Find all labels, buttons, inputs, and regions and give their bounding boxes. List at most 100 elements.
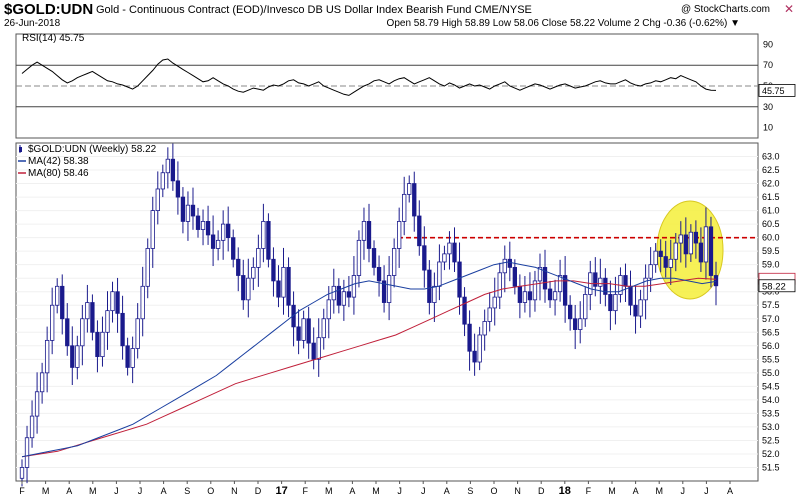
candle [100,316,105,367]
candle-body [39,372,45,393]
rsi-tick-label: 30 [763,102,773,112]
candle-body [226,223,231,239]
candle-body [713,275,719,287]
candle [251,257,256,291]
candle [55,278,60,314]
candle [397,207,402,268]
candle-body [44,339,50,374]
x-tick-label: S [184,486,190,496]
candle-body [115,291,120,314]
candle [296,309,301,355]
candle-body [256,248,261,268]
candle [24,425,30,484]
price-last-box [758,279,796,293]
candle [562,256,568,323]
price-tick-label: 56.5 [762,327,780,337]
candle [467,310,472,371]
candle-body [603,277,608,295]
candle [145,238,150,299]
candle-body [210,234,216,249]
ma42-line [21,261,717,458]
symbol-title[interactable]: $GOLD:UDN [4,1,94,18]
candle [180,187,186,234]
x-tick-label: M [89,486,97,496]
x-axis: F M A M J J A S O N D 17 F M A M J J A S O N D 18 F M A M J J A [19,481,733,497]
price-tick-label: 51.5 [762,462,780,472]
x-tick-label: A [444,486,450,496]
candle [311,327,316,370]
chart-date: 26-Jun-2018 [4,18,61,29]
candle-body [623,275,628,287]
candle-body [562,275,568,306]
rsi-tick-label: 10 [763,123,773,133]
candle [105,291,110,350]
candle-body [100,331,105,358]
candle-body [150,210,155,249]
candle-body [321,318,326,339]
candle [50,287,55,355]
rsi-legend: RSI(14) 45.75 [22,33,85,44]
candle-body [422,245,427,271]
stockcharts-watermark: @ StockCharts.com [680,4,770,15]
candle [537,253,543,301]
candle-body [185,204,191,222]
candle [95,320,100,373]
x-tick-label: 18 [559,485,571,497]
candle-body [145,248,150,287]
candle [547,280,553,308]
candle [190,187,196,230]
candle [507,241,512,282]
candle [90,294,95,341]
candle-body [175,180,181,198]
candle-body [105,310,110,333]
candle-body [573,318,578,330]
candle-body [507,258,512,268]
candle [532,270,538,312]
candle [381,265,387,313]
x-tick-label: M [372,486,380,496]
candle-body [291,304,296,328]
candle-body [593,272,598,287]
price-tick-label: 54.0 [762,395,780,405]
candle [291,291,296,347]
candle [653,243,658,273]
x-tick-label: A [727,486,733,496]
candle [598,258,603,304]
candle [70,326,75,386]
candle-body [542,266,548,290]
candle-body [497,272,502,298]
candle-body [391,248,397,276]
candle-body [547,288,553,301]
x-tick-label: O [207,486,214,496]
price-last-marker: 58.22 [758,272,796,293]
candle [412,171,417,232]
legend-entry: MA(80) 58.46 [28,168,89,179]
candle [150,196,155,268]
price-tick-label: 57.5 [762,300,780,310]
candle-body [220,223,226,241]
x-tick-label: J [681,486,686,496]
candle-body [457,261,462,298]
candle [85,284,90,333]
candle [703,207,709,280]
candle-body [567,304,573,320]
candle [301,310,306,349]
candle-body [195,215,201,230]
close-icon[interactable]: ✕ [783,2,795,16]
price-tick-label: 56.0 [762,341,780,351]
candle [261,203,266,263]
candle-body [130,348,135,368]
x-tick-label: O [490,486,497,496]
candle [160,164,165,198]
candle [573,304,578,350]
legend-swatch [19,147,22,152]
candle-body [341,291,347,306]
candle [497,262,502,310]
candle-body [698,242,704,263]
candle [316,318,321,377]
legend-entry: MA(42) 58.38 [28,156,89,167]
candle-body [75,345,80,368]
candle-body [688,231,694,255]
candle [205,205,211,245]
